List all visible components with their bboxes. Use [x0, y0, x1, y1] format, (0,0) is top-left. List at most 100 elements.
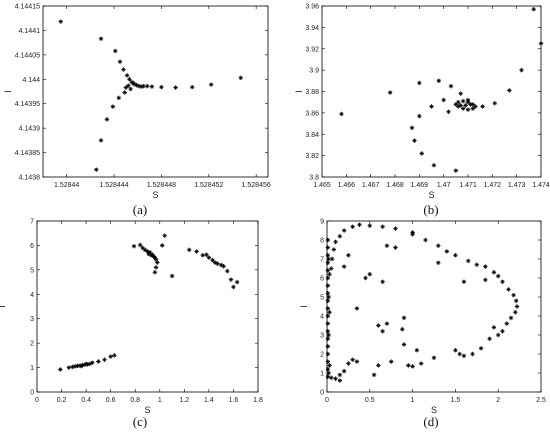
y-tick-label: 4.14395: [15, 101, 40, 108]
data-point: [457, 351, 462, 357]
data-point: [150, 252, 155, 257]
y-tick-label: 5: [30, 267, 34, 274]
x-tick-label: 1.528452: [194, 182, 223, 189]
data-point: [384, 321, 390, 326]
data-point: [492, 101, 497, 106]
y-tick-label: 3.94: [305, 25, 319, 32]
x-tick-label: 0.4: [81, 397, 91, 404]
data-point: [149, 84, 155, 89]
data-point: [409, 125, 415, 131]
data-point: [225, 268, 230, 274]
data-point: [431, 355, 437, 360]
data-point: [325, 336, 331, 341]
data-point: [389, 359, 394, 364]
y-tick-label: 3.96: [305, 4, 319, 11]
data-point: [513, 310, 518, 315]
data-point: [384, 243, 390, 248]
data-point: [504, 321, 509, 326]
data-point: [376, 363, 381, 368]
data-point: [423, 237, 428, 243]
panel-caption: (c): [133, 414, 147, 429]
data-point: [506, 287, 511, 292]
chart-panel-4: 0 0.5 1 1.5 2 2.5 0 1 2 3 4 5 6 7 8 9 S I (d): [299, 219, 546, 430]
data-point: [108, 354, 113, 359]
y-tick-label: 6: [320, 276, 324, 283]
y-tick-label: 4: [30, 292, 34, 299]
data-point: [507, 88, 512, 93]
x-tick-label: 0: [325, 397, 329, 404]
y-tick-label: 4.1438: [19, 175, 41, 182]
data-point: [145, 83, 150, 89]
data-point: [94, 167, 99, 172]
data-point: [333, 239, 338, 245]
data-point: [401, 342, 407, 347]
data-point: [325, 260, 331, 265]
data-point: [513, 298, 519, 303]
y-tick-label: 2: [30, 341, 34, 348]
y-tick-label: 3.82: [305, 153, 319, 160]
x-axis-label: S: [431, 405, 437, 415]
data-point: [350, 357, 355, 362]
y-tick-label: 3.84: [305, 132, 319, 139]
y-tick-label: 2: [320, 352, 324, 359]
data-point: [325, 291, 331, 296]
data-point: [465, 107, 471, 112]
data-point: [337, 372, 343, 378]
x-tick-label: 1: [411, 397, 415, 404]
x-tick-label: 0.8: [130, 397, 140, 404]
data-point: [116, 95, 121, 101]
data-point: [194, 249, 199, 254]
x-tick-label: 1.472: [484, 182, 502, 189]
data-point: [238, 75, 243, 81]
data-point: [325, 283, 331, 288]
data-point: [325, 306, 331, 311]
data-point: [458, 91, 463, 96]
data-point: [496, 332, 501, 338]
data-point: [159, 84, 164, 90]
data-point: [387, 90, 393, 95]
chart-panel-3: 0 0.2 0.4 0.6 0.8 1 1.2 1.4 1.6 1.8 0 1 2 3 4 5 6 7 S I (c): [0, 219, 263, 430]
data-point: [417, 80, 422, 86]
data-point: [121, 67, 126, 72]
data-point: [128, 86, 133, 92]
data-point: [127, 77, 132, 82]
y-tick-label: 3.8: [309, 175, 319, 182]
data-point: [419, 151, 424, 156]
y-tick-label: 3.9: [309, 68, 319, 75]
data-point: [162, 233, 167, 238]
y-tick-label: 9: [320, 219, 324, 226]
data-point: [327, 272, 332, 277]
data-point: [410, 230, 415, 235]
data-point: [519, 67, 524, 73]
data-point: [124, 73, 130, 78]
data-point: [325, 374, 331, 379]
data-point: [531, 7, 536, 12]
x-tick-label: 1.47: [437, 182, 451, 189]
x-tick-label: 1.528448: [147, 182, 176, 189]
x-tick-label: 2: [496, 397, 500, 404]
data-point: [155, 260, 160, 265]
y-tick-label: 7: [320, 257, 324, 264]
data-point: [346, 361, 351, 366]
data-point: [491, 325, 497, 330]
data-point: [453, 348, 458, 353]
y-tick-label: 0: [320, 390, 324, 397]
y-tick-label: 4.1439: [19, 126, 41, 133]
data-point: [208, 82, 214, 87]
data-point: [113, 48, 118, 54]
data-point: [83, 361, 89, 367]
data-point: [325, 245, 331, 250]
x-axis-label: S: [144, 405, 150, 415]
data-point: [190, 84, 195, 90]
data-point: [354, 306, 360, 311]
data-point: [79, 363, 84, 369]
data-point: [393, 226, 398, 231]
x-tick-label: 1.466: [338, 182, 356, 189]
data-point: [514, 304, 520, 309]
panel-caption: (a): [133, 202, 147, 217]
data-point: [461, 279, 467, 284]
data-point: [325, 344, 331, 349]
data-point: [511, 292, 516, 298]
data-point: [200, 253, 205, 258]
